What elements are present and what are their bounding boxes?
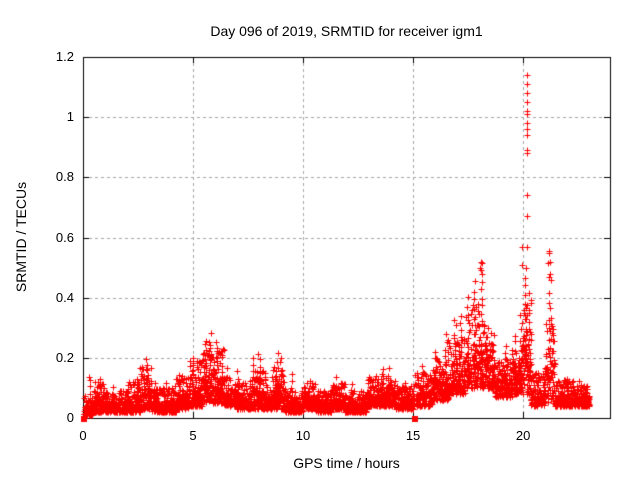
y-tick-label: 0: [66, 410, 74, 425]
x-axis-label: GPS time / hours: [293, 455, 400, 471]
x-tick-label: 20: [515, 428, 531, 443]
x-tick-label: 5: [189, 428, 197, 443]
x-tick-label: 15: [405, 428, 421, 443]
y-tick-label: 0.2: [55, 349, 74, 365]
x-tick-label: 10: [295, 428, 311, 443]
x-tick-label: 0: [79, 428, 87, 443]
y-tick-label: 0.8: [55, 169, 74, 185]
y-tick-label: 0.4: [55, 289, 74, 305]
y-tick-label: 0.6: [55, 229, 74, 245]
chart-title: Day 096 of 2019, SRMTID for receiver igm…: [210, 23, 483, 39]
y-tick-label: 1: [66, 109, 74, 125]
y-tick-label: 1.2: [55, 49, 74, 64]
